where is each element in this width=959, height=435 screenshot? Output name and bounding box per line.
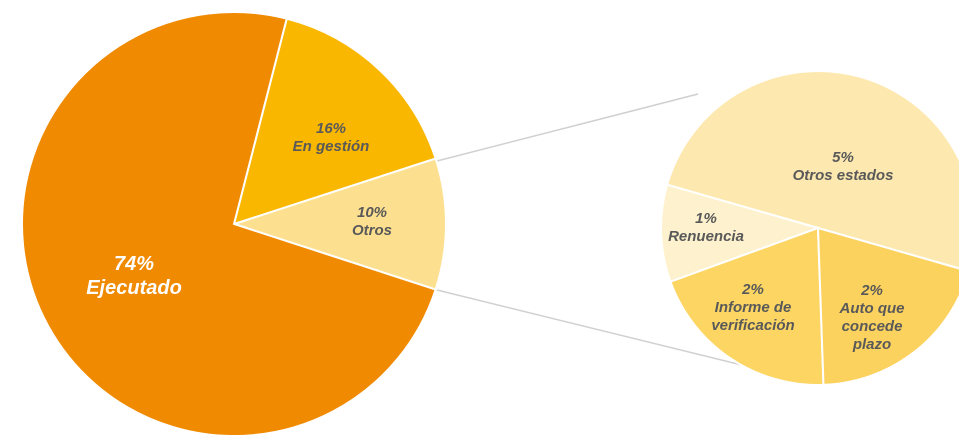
slice-category-label: Ejecutado xyxy=(86,277,182,299)
slice-label: 74% Ejecutado xyxy=(54,252,214,300)
slice-value-label: 5% xyxy=(832,149,854,166)
pie-slice xyxy=(669,226,825,386)
slice-label: 16% En gestión xyxy=(271,120,391,156)
pie-slice xyxy=(230,157,447,291)
slice-value-label: 2% xyxy=(742,281,764,298)
pie-slice xyxy=(21,11,437,435)
slice-value-label: 10% xyxy=(356,204,388,221)
pie-slice xyxy=(232,17,437,226)
slice-category-label: Renuencia xyxy=(668,228,744,245)
slice-category-label: En gestión xyxy=(292,138,370,155)
slice-value-label: 74% xyxy=(113,253,155,275)
slice-label: 2% Auto que concede plazo xyxy=(827,282,917,354)
pie-slice xyxy=(665,70,959,270)
slice-value-label: 2% xyxy=(861,282,883,299)
pie-slice xyxy=(816,226,959,386)
slice-label: 1% Renuencia xyxy=(651,210,761,246)
slice-category-label: Auto que concede plazo xyxy=(839,300,905,353)
slice-category-label: Otros xyxy=(351,222,392,239)
slice-category-label: Informe de verificación xyxy=(711,299,795,334)
slice-value-label: 1% xyxy=(695,210,717,227)
slice-label: 10% Otros xyxy=(327,204,417,240)
slice-category-label: Otros estados xyxy=(792,167,894,184)
connector-line xyxy=(436,93,699,162)
slice-label: 5% Otros estados xyxy=(763,149,923,185)
connector-line xyxy=(436,289,763,371)
slice-label: 2% Informe de verificación xyxy=(693,281,813,335)
pie-slice xyxy=(660,183,822,283)
slice-value-label: 16% xyxy=(315,120,347,137)
